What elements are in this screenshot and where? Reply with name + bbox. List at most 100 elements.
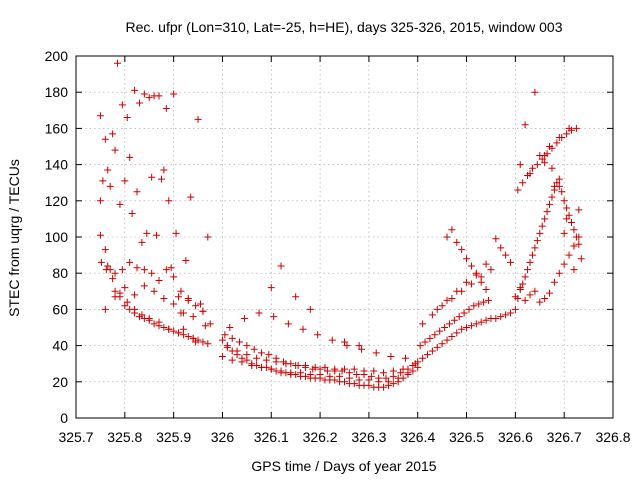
data-point xyxy=(375,378,383,386)
data-point xyxy=(314,331,322,339)
data-point xyxy=(506,258,514,266)
data-point xyxy=(553,179,561,187)
data-point xyxy=(199,307,207,315)
data-point xyxy=(194,336,202,344)
data-point xyxy=(106,182,114,190)
data-point xyxy=(121,284,129,292)
x-tick-label: 326.1 xyxy=(254,429,289,445)
y-tick-label: 80 xyxy=(52,265,68,281)
data-point xyxy=(175,329,183,337)
data-point xyxy=(526,258,534,266)
data-point xyxy=(311,363,319,371)
data-point xyxy=(438,302,446,310)
x-tick-label: 325.8 xyxy=(107,429,142,445)
data-point xyxy=(148,269,156,277)
data-point xyxy=(555,269,563,277)
data-point xyxy=(558,188,566,196)
data-point xyxy=(350,380,358,388)
data-point xyxy=(577,255,585,263)
data-point xyxy=(528,251,536,259)
data-point xyxy=(243,351,251,359)
data-point xyxy=(204,233,212,241)
x-tick-label: 326.3 xyxy=(351,429,386,445)
data-point xyxy=(536,229,544,237)
data-point xyxy=(463,324,471,331)
y-axis: 0 20 40 60 80 100 120 140 160 180 200 xyxy=(45,48,613,426)
data-point xyxy=(326,372,334,380)
y-tick-label: 0 xyxy=(60,410,68,426)
data-point xyxy=(402,354,410,362)
data-point xyxy=(467,322,475,330)
data-point xyxy=(297,369,305,377)
data-point xyxy=(221,331,229,339)
data-point xyxy=(472,320,480,328)
data-point xyxy=(255,309,263,317)
data-point xyxy=(533,237,541,245)
data-point xyxy=(96,231,104,239)
data-point xyxy=(443,296,451,304)
data-point xyxy=(155,276,163,284)
x-tick-label: 326.8 xyxy=(595,429,630,445)
data-point xyxy=(421,338,429,346)
data-point xyxy=(109,130,117,138)
data-point xyxy=(572,124,580,132)
data-point xyxy=(243,342,251,350)
data-point xyxy=(475,300,483,308)
data-point xyxy=(511,305,519,313)
data-point xyxy=(568,219,576,227)
x-tick-label: 325.7 xyxy=(58,429,93,445)
data-point xyxy=(487,266,495,274)
data-point xyxy=(521,121,529,129)
data-point xyxy=(389,367,397,375)
data-point xyxy=(179,331,187,339)
data-point xyxy=(96,112,104,120)
data-point xyxy=(448,295,456,303)
data-point xyxy=(126,153,134,161)
data-point xyxy=(560,260,568,268)
data-point xyxy=(148,173,156,181)
data-point xyxy=(399,365,407,373)
data-point xyxy=(453,238,461,246)
data-point xyxy=(116,289,124,297)
data-point xyxy=(482,285,490,293)
data-point xyxy=(528,164,536,172)
data-point xyxy=(575,206,583,214)
data-point xyxy=(272,358,280,366)
data-point xyxy=(175,293,183,301)
data-point xyxy=(201,322,209,330)
y-tick-label: 160 xyxy=(45,120,69,136)
data-point xyxy=(548,164,556,172)
data-point xyxy=(343,342,351,350)
data-point xyxy=(355,376,363,384)
data-point xyxy=(453,287,461,295)
data-point xyxy=(431,331,439,339)
data-point xyxy=(341,338,348,346)
data-point xyxy=(331,365,339,373)
data-point xyxy=(126,258,134,266)
data-point xyxy=(389,380,397,388)
y-tick-label: 60 xyxy=(52,301,68,317)
data-point xyxy=(277,367,285,375)
data-point xyxy=(555,133,563,141)
data-point xyxy=(563,204,571,212)
data-point xyxy=(301,362,309,370)
data-point xyxy=(133,264,141,272)
data-point xyxy=(121,302,129,310)
data-point xyxy=(236,338,244,346)
data-point xyxy=(299,325,307,333)
chart-title: Rec. ufpr (Lon=310, Lat=-25, h=HE), days… xyxy=(125,19,562,35)
data-point xyxy=(145,94,153,102)
data-point xyxy=(233,347,241,355)
data-point xyxy=(546,143,554,150)
data-point xyxy=(153,231,161,239)
data-point xyxy=(521,296,529,304)
data-point xyxy=(111,269,119,277)
data-point xyxy=(380,369,388,377)
data-point xyxy=(365,376,373,384)
data-point xyxy=(172,229,180,237)
data-point xyxy=(250,345,258,353)
data-point xyxy=(448,226,456,234)
data-point xyxy=(96,197,104,205)
data-point xyxy=(384,378,392,386)
data-point xyxy=(287,369,295,377)
